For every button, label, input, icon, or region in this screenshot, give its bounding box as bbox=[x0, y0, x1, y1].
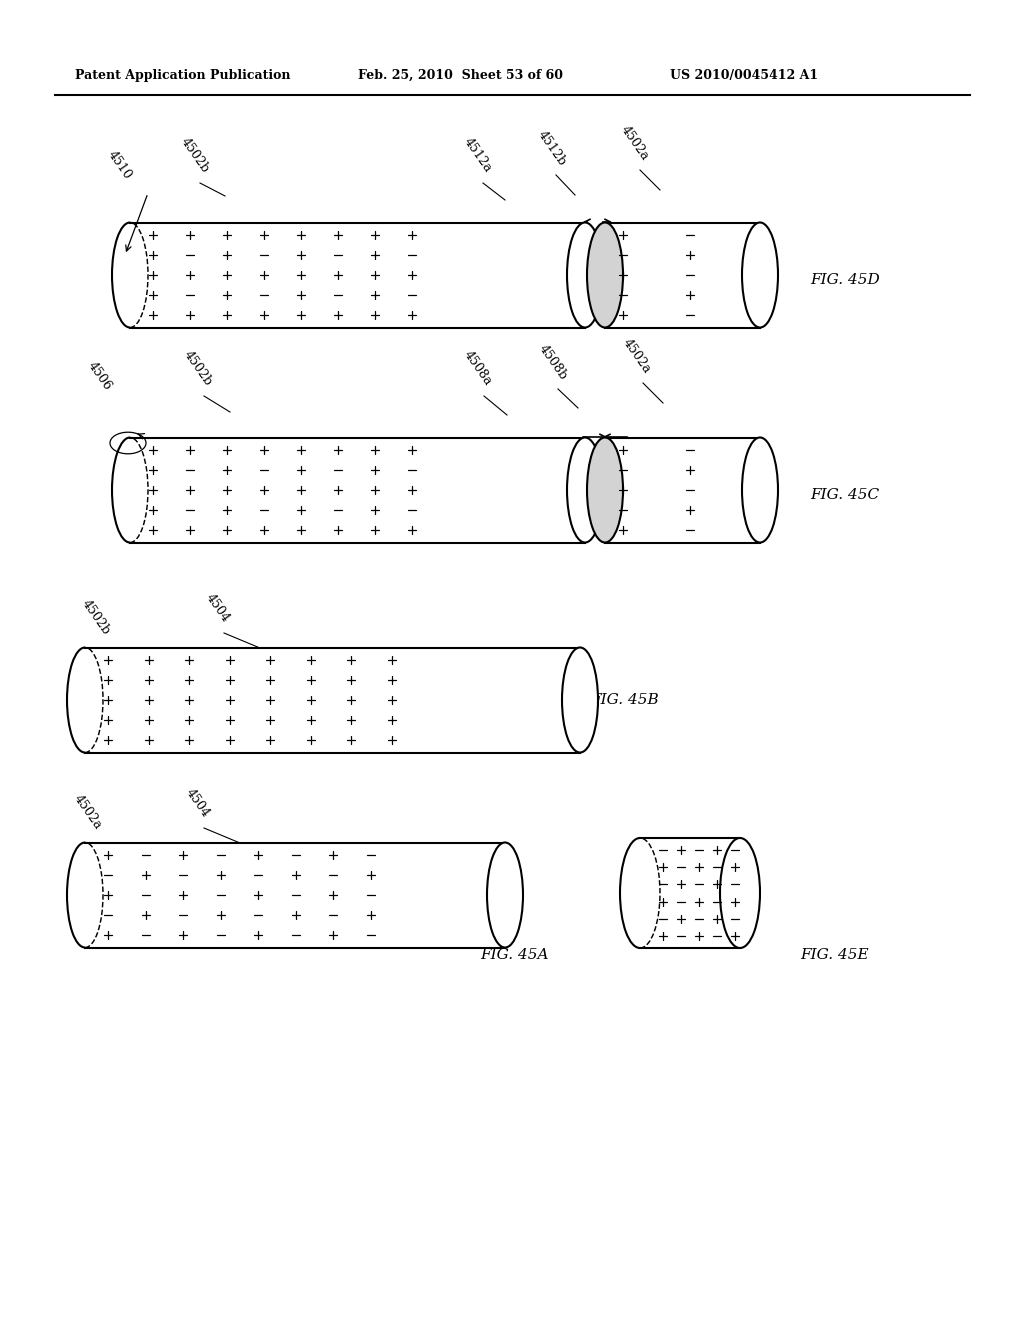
Ellipse shape bbox=[742, 437, 778, 543]
Text: FIG. 45D: FIG. 45D bbox=[810, 273, 880, 286]
Text: 4506: 4506 bbox=[86, 359, 115, 393]
Text: FIG. 45C: FIG. 45C bbox=[810, 488, 880, 502]
Bar bbox=[605, 223, 760, 327]
Text: 4504: 4504 bbox=[204, 591, 232, 624]
Text: 4512a: 4512a bbox=[462, 136, 495, 176]
Text: 4510: 4510 bbox=[105, 148, 134, 182]
Text: Patent Application Publication: Patent Application Publication bbox=[75, 69, 291, 82]
Ellipse shape bbox=[567, 223, 603, 327]
Text: 4502b: 4502b bbox=[181, 348, 215, 388]
Bar bbox=[85, 648, 580, 752]
Bar bbox=[130, 223, 585, 327]
Text: FIG. 45A: FIG. 45A bbox=[480, 948, 549, 962]
Text: Feb. 25, 2010  Sheet 53 of 60: Feb. 25, 2010 Sheet 53 of 60 bbox=[358, 69, 563, 82]
Ellipse shape bbox=[742, 223, 778, 327]
Text: 4502b: 4502b bbox=[178, 135, 212, 176]
Ellipse shape bbox=[587, 437, 623, 543]
Text: 4502a: 4502a bbox=[621, 337, 653, 376]
Text: 4502b: 4502b bbox=[79, 597, 113, 638]
Ellipse shape bbox=[487, 842, 523, 948]
Ellipse shape bbox=[562, 648, 598, 752]
Text: 4508b: 4508b bbox=[537, 342, 569, 381]
Ellipse shape bbox=[587, 223, 623, 327]
Text: 4504: 4504 bbox=[183, 787, 212, 820]
Bar bbox=[605, 437, 760, 543]
Text: FIG. 45E: FIG. 45E bbox=[800, 948, 868, 962]
Bar bbox=[130, 437, 585, 543]
Text: 4502a: 4502a bbox=[72, 792, 104, 832]
Text: 4508a: 4508a bbox=[462, 348, 495, 388]
Text: FIG. 45B: FIG. 45B bbox=[590, 693, 658, 708]
Ellipse shape bbox=[567, 437, 603, 543]
Bar bbox=[85, 842, 505, 948]
Text: 4512b: 4512b bbox=[536, 128, 568, 168]
Text: US 2010/0045412 A1: US 2010/0045412 A1 bbox=[670, 69, 818, 82]
Bar bbox=[640, 838, 740, 948]
Ellipse shape bbox=[720, 838, 760, 948]
Text: 4502a: 4502a bbox=[618, 123, 651, 162]
